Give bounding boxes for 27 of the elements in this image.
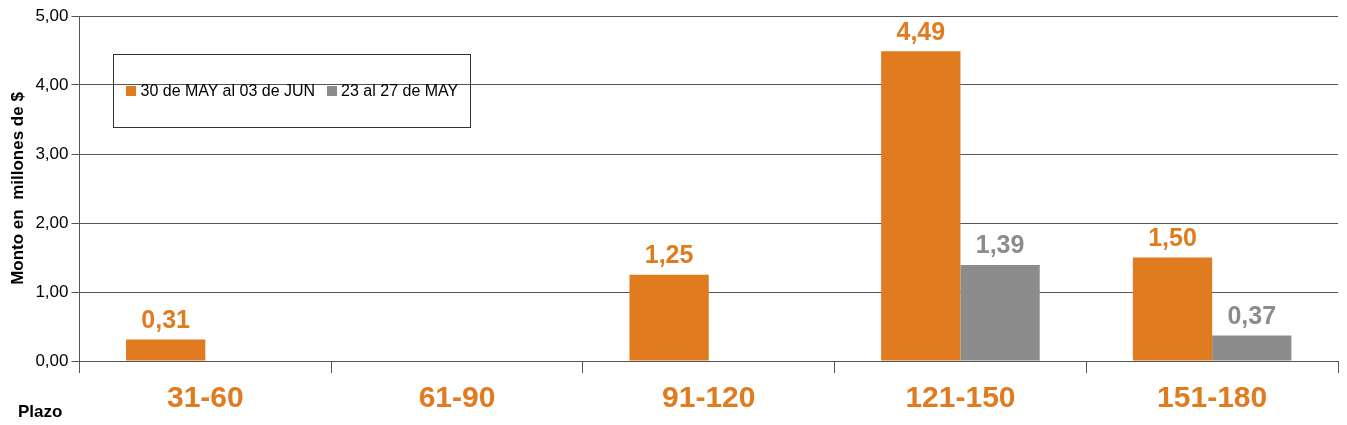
x-tick-label: 91-120 <box>662 380 756 414</box>
data-label: 0,37 <box>1227 300 1277 329</box>
bar <box>881 51 961 361</box>
data-label: 4,49 <box>896 16 946 45</box>
x-tick-label: 121-150 <box>905 380 1016 414</box>
y-tick-label: 1,00 <box>35 281 69 301</box>
x-tick-label: 61-90 <box>418 380 496 414</box>
bar <box>960 265 1040 361</box>
bar <box>1212 335 1292 361</box>
legend-label: 23 al 27 de MAY <box>341 82 459 100</box>
bar <box>126 339 206 361</box>
data-label: 1,39 <box>975 230 1025 259</box>
y-tick-label: 4,00 <box>35 74 69 94</box>
y-tick-label: 0,00 <box>35 350 69 370</box>
x-tick-label: 151-180 <box>1157 380 1268 414</box>
y-tick-label: 3,00 <box>35 143 69 163</box>
x-tick-label: 31-60 <box>166 380 244 414</box>
bar <box>1132 257 1213 361</box>
data-label: 0,31 <box>141 305 191 333</box>
x-axis-title: Plazo <box>18 401 63 421</box>
legend-label: 30 de MAY al 03 de JUN <box>140 82 316 100</box>
y-tick-label: 2,00 <box>35 212 69 232</box>
y-axis-title: Monto en millones de $ <box>7 91 27 285</box>
data-label: 1,25 <box>644 240 694 269</box>
data-label: 1,50 <box>1148 222 1197 251</box>
y-tick-label: 5,00 <box>35 5 69 25</box>
bar <box>629 274 709 361</box>
